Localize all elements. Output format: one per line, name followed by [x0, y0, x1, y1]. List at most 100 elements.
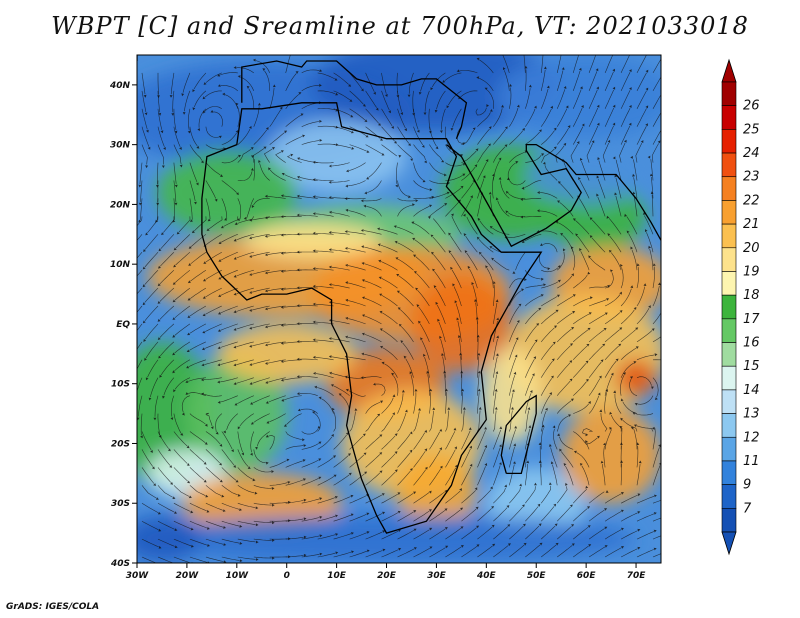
streamline-arrow	[653, 547, 657, 551]
streamline	[507, 234, 526, 238]
streamline	[285, 460, 303, 468]
streamline	[581, 465, 590, 486]
streamline-arrow	[363, 204, 367, 208]
colorbar-label: 25	[743, 122, 760, 137]
streamline-arrow	[429, 204, 433, 208]
streamline-arrow	[382, 511, 386, 515]
streamline-arrow	[155, 497, 159, 500]
streamline-arrow	[489, 226, 493, 229]
streamline-arrow	[604, 508, 608, 511]
streamline-arrow	[546, 85, 550, 89]
streamline	[172, 90, 175, 113]
streamline-arrow	[549, 392, 553, 396]
streamline-arrow	[397, 510, 401, 514]
streamline	[509, 357, 517, 378]
streamline	[636, 496, 655, 504]
streamline	[253, 449, 266, 464]
streamline-arrow	[173, 247, 177, 251]
streamline-arrow	[237, 75, 241, 78]
streamline	[299, 392, 318, 396]
streamline-arrow	[528, 84, 532, 88]
streamline	[301, 459, 319, 468]
streamline-arrow	[296, 304, 300, 308]
streamline	[588, 329, 605, 343]
streamline	[477, 448, 486, 468]
streamline-arrow	[607, 233, 611, 237]
streamline	[221, 538, 240, 544]
streamline-arrow	[203, 82, 207, 85]
streamline-arrow	[296, 392, 300, 395]
streamline	[253, 106, 260, 127]
streamline-arrow	[434, 109, 438, 113]
streamline-arrow	[151, 466, 155, 470]
streamline	[509, 306, 520, 325]
streamline-arrow	[233, 464, 237, 468]
streamline	[646, 232, 654, 253]
streamline-arrow	[557, 181, 561, 184]
streamline	[477, 410, 481, 432]
streamline-arrow	[633, 361, 637, 364]
streamline-arrow	[185, 392, 189, 395]
streamline-arrow	[579, 248, 582, 252]
streamline-arrow	[197, 128, 200, 132]
streamline-arrow	[167, 448, 171, 452]
streamline-arrow	[379, 310, 383, 314]
streamline	[220, 377, 238, 383]
streamline-arrow	[185, 380, 189, 383]
streamline-arrow	[400, 112, 403, 116]
streamline	[445, 201, 460, 217]
streamline	[573, 297, 590, 307]
streamline	[237, 171, 253, 182]
streamline-arrow	[423, 112, 427, 116]
streamline-arrow	[461, 388, 465, 392]
streamline-arrow	[536, 323, 540, 326]
streamline-arrow	[188, 246, 192, 249]
streamline	[604, 429, 612, 450]
streamline	[174, 341, 191, 354]
streamline-arrow	[221, 494, 225, 498]
streamline-arrow	[670, 548, 673, 551]
streamline	[224, 94, 239, 109]
streamline	[590, 257, 606, 271]
streamline-arrow	[287, 481, 291, 484]
streamline-arrow	[364, 471, 368, 475]
streamline	[349, 435, 364, 450]
streamline	[160, 251, 175, 267]
streamline-arrow	[318, 396, 322, 400]
streamline-arrow	[246, 85, 250, 89]
streamline-arrow	[658, 444, 661, 448]
streamline-arrow	[657, 140, 661, 144]
streamline-arrow	[608, 250, 612, 253]
streamline-arrow	[633, 424, 637, 427]
streamline-arrow	[662, 124, 665, 127]
streamline	[253, 538, 272, 541]
streamline	[397, 204, 413, 217]
streamline-arrow	[441, 353, 444, 356]
streamline	[636, 72, 647, 92]
wbpt-blob	[561, 407, 661, 504]
streamline-arrow	[441, 159, 445, 163]
streamline	[461, 527, 477, 540]
streamline-arrow	[630, 376, 633, 379]
lon-tick-label: 30E	[427, 571, 447, 581]
streamline-arrow	[612, 156, 616, 160]
streamline	[397, 548, 415, 558]
streamline	[205, 126, 220, 138]
streamline-arrow	[187, 280, 191, 284]
streamline	[461, 448, 471, 468]
streamline-arrow	[143, 249, 146, 252]
streamline	[205, 467, 221, 481]
streamline-arrow	[482, 175, 486, 179]
streamline-arrow	[553, 127, 557, 131]
streamline-arrow	[424, 466, 428, 470]
lat-tick-label: 10S	[111, 380, 130, 390]
streamline-arrow	[645, 229, 648, 233]
streamline	[141, 485, 157, 499]
streamline	[144, 287, 159, 303]
streamline	[253, 159, 256, 181]
streamline	[333, 385, 350, 396]
streamline-arrow	[398, 324, 402, 327]
streamline	[573, 431, 588, 446]
streamline	[636, 330, 653, 343]
streamline-arrow	[394, 451, 398, 454]
